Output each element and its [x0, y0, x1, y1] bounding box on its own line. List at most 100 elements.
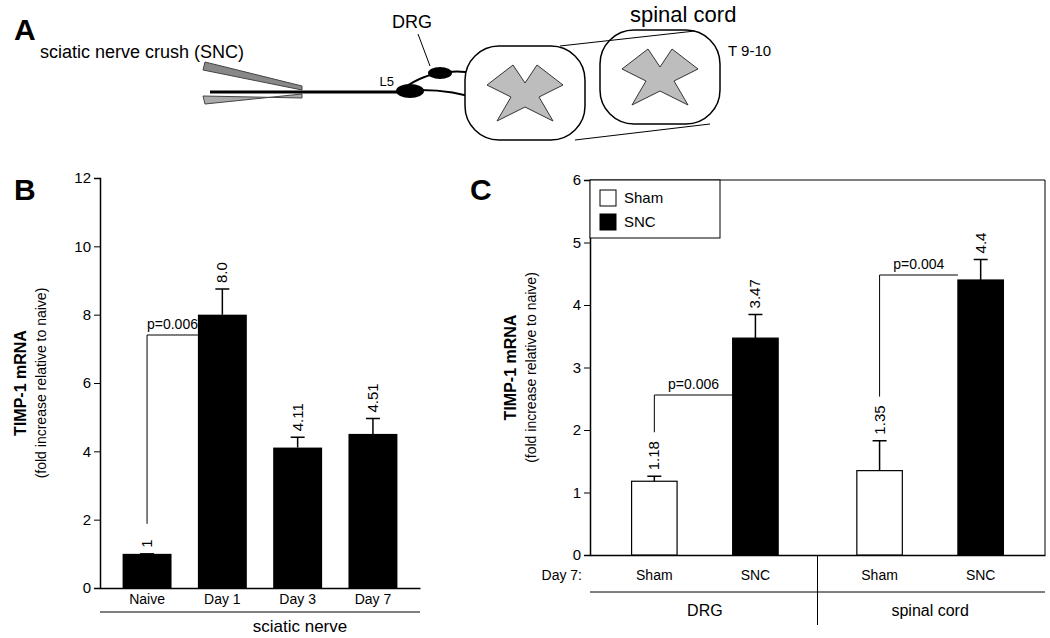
y-tick: 0: [83, 579, 100, 596]
y-tick-mark: [584, 305, 590, 306]
y-tick: 3: [573, 359, 590, 376]
panel-label: A: [14, 13, 36, 46]
y-axis-title: TIMP-1 mRNA: [12, 330, 29, 436]
bar-label: Sham: [861, 567, 898, 583]
x-tick-label: Naive: [129, 591, 165, 607]
bar: [857, 471, 902, 555]
error-bar: [215, 289, 229, 315]
y-tick-label: 0: [573, 546, 581, 563]
diagram: Asciatic nerve crush (SNC) L5 DRG spinal co…: [14, 2, 771, 140]
bar: [733, 338, 778, 555]
y-axis: 0 1 2 3 4 5 6: [573, 171, 591, 563]
y-tick-mark: [94, 315, 100, 316]
y-tick: 12: [74, 169, 100, 186]
panel-label: B: [14, 173, 36, 206]
y-tick-label: 4: [83, 443, 91, 460]
y-tick-label: 6: [83, 374, 91, 391]
x-prefix: Day 7:: [542, 567, 582, 583]
y-tick: 4: [573, 296, 590, 313]
cord-label: spinal cord: [630, 2, 736, 27]
significance-bracket: [880, 275, 958, 397]
data-label: 4.4: [972, 233, 989, 254]
y-axis-line: [94, 179, 101, 589]
y-tick-label: 2: [83, 511, 91, 528]
forceps-blade: [203, 94, 302, 104]
bar: [123, 554, 172, 588]
y-tick: 2: [573, 421, 590, 438]
error-bar: [140, 553, 154, 555]
bar-label: SNC: [966, 567, 996, 583]
y-tick-label: 3: [573, 359, 581, 376]
x-tick-label: Day 7: [355, 591, 392, 607]
y-tick-mark: [584, 368, 590, 369]
y-tick: 0: [573, 546, 590, 563]
data-label: 8.0: [213, 262, 230, 283]
y-axis: 024681012: [74, 169, 100, 596]
x-tick: Day 7: [355, 588, 392, 607]
bar-label: Sham: [636, 567, 673, 583]
y-tick-mark: [584, 180, 590, 181]
legend-swatch: [600, 214, 616, 230]
error-bar: [873, 441, 887, 471]
significance-bracket: [147, 335, 198, 524]
error-bar: [291, 437, 305, 447]
significance-bracket: [654, 395, 732, 432]
y-axis-subtitle: (fold increase relative to naive): [33, 288, 49, 479]
root-label: L5: [380, 74, 394, 89]
ganglion-pointer: [418, 34, 430, 66]
error-bar: [974, 259, 988, 280]
x-tick-label: spinal cord: [891, 602, 968, 619]
legend-swatch: [600, 190, 616, 206]
y-tick-mark: [94, 178, 100, 179]
annotation: p=0.006: [147, 316, 198, 332]
data-label: 3.47: [746, 279, 763, 308]
bar: [348, 434, 397, 588]
chart-b: B TIMP-1 mRNA(fold increase relative to n…: [12, 169, 421, 636]
y-tick: 6: [83, 374, 100, 391]
y-tick-mark: [94, 451, 100, 452]
bar: [958, 280, 1003, 555]
x-tick: Day 3: [279, 588, 316, 607]
x-axis: Naive Day 1 Day 3 Day 7: [101, 588, 421, 607]
y-tick: 5: [573, 234, 590, 251]
y-tick-label: 10: [74, 238, 91, 255]
bar: [273, 448, 322, 588]
y-tick: 6: [573, 171, 590, 188]
y-tick-mark: [94, 383, 100, 384]
y-tick-label: 12: [74, 169, 91, 186]
y-axis-subtitle: (fold increase relative to naive): [523, 272, 539, 463]
x-tick: DRG: [687, 555, 723, 619]
legend-box: [590, 180, 720, 238]
y-tick-mark: [584, 243, 590, 244]
legend-label: SNC: [624, 213, 656, 230]
data-label: 1: [138, 539, 155, 547]
plot-area: [632, 259, 1004, 555]
tool-label: sciatic nerve crush (SNC): [40, 42, 244, 62]
chart-c: C TIMP-1 mRNA(fold increase relative to n…: [470, 171, 1046, 625]
x-tick-label: Day 1: [204, 591, 241, 607]
dorsal-root-ganglion: [396, 84, 424, 98]
error-bar: [647, 476, 661, 481]
data-label: 4.51: [364, 383, 381, 412]
grey-matter: [622, 49, 698, 105]
y-tick-label: 1: [573, 484, 581, 501]
annotation: p=0.004: [893, 256, 944, 272]
legend: ShamSNC: [590, 180, 720, 238]
error-bar: [366, 419, 380, 434]
bar: [198, 315, 247, 588]
y-tick-label: 5: [573, 234, 581, 251]
plot-frame: [590, 180, 1045, 555]
forceps-blade: [203, 62, 302, 90]
dorsal-root-ganglion: [428, 67, 452, 79]
ganglion-label: DRG: [392, 12, 432, 32]
error-bar: [748, 314, 762, 338]
y-tick-mark: [94, 588, 100, 589]
x-tick-label: Day 3: [279, 591, 316, 607]
panel-label: C: [470, 173, 492, 206]
y-tick-label: 0: [83, 579, 91, 596]
y-tick-label: 6: [573, 171, 581, 188]
y-axis-title: TIMP-1 mRNA: [502, 314, 519, 420]
y-tick-mark: [94, 520, 100, 521]
data-label: 1.35: [871, 405, 888, 434]
bar-label: SNC: [741, 567, 771, 583]
